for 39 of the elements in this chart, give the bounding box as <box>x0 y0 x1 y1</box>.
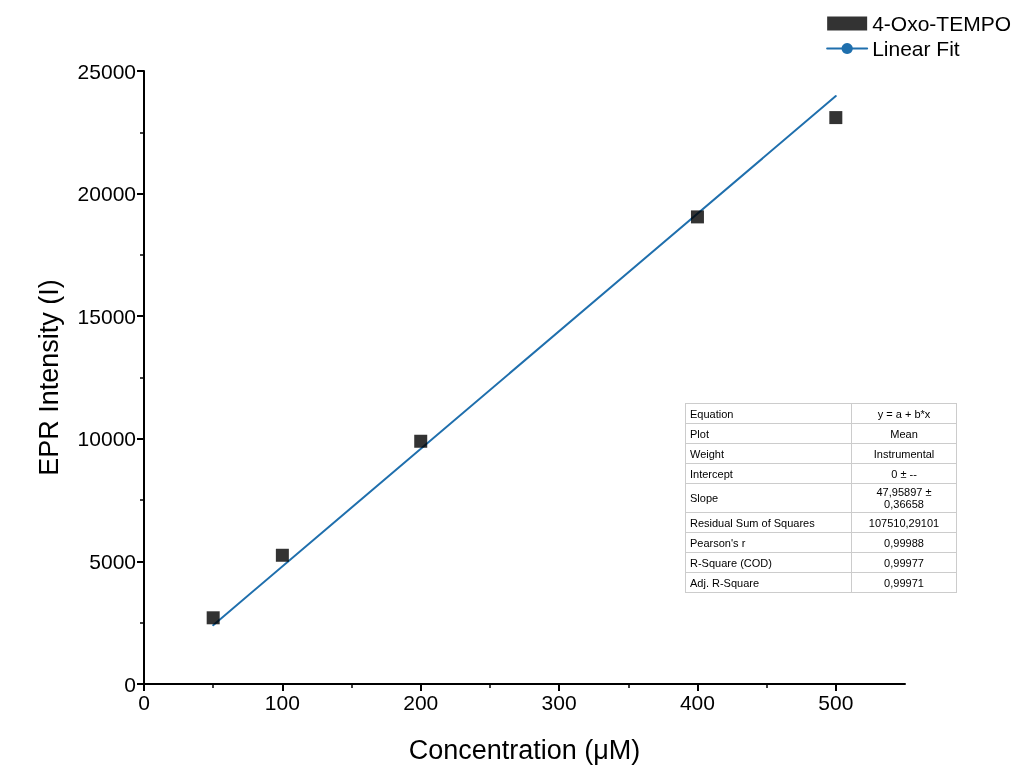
y-tick-label: 25000 <box>77 59 136 83</box>
annotation: Equation <box>685 403 852 424</box>
annotation: 0,99971 <box>851 572 957 593</box>
annotation: R-Square (COD) <box>685 552 852 573</box>
y-tick-label: 0 <box>124 672 136 696</box>
y-tick-label: 20000 <box>77 182 136 206</box>
annotation: 0,99988 <box>851 532 957 553</box>
x-axis-title: Concentration (μM) <box>408 734 641 765</box>
x-tick-label: 0 <box>138 691 150 714</box>
point <box>829 111 843 125</box>
point <box>206 611 220 625</box>
x-tick-label: 200 <box>403 691 439 714</box>
y-axis-title: EPR Intensity (I) <box>33 279 64 476</box>
annotation: Pearson's r <box>685 532 852 553</box>
annotation: Residual Sum of Squares <box>685 512 852 533</box>
legend-label: 4-Oxo-TEMPO <box>872 12 1012 35</box>
x-tick-label: 300 <box>541 691 577 714</box>
annotation: 107510,29101 <box>851 512 957 533</box>
y-tick-label: 5000 <box>89 549 136 573</box>
point <box>414 434 428 448</box>
annotation: 0 ± -- <box>851 463 957 484</box>
annotation: Instrumental <box>851 443 957 464</box>
point <box>690 210 704 224</box>
annotation: Adj. R-Square <box>685 572 852 593</box>
point <box>275 548 289 562</box>
y-tick-label: 15000 <box>77 304 136 328</box>
x-tick-label: 400 <box>679 691 715 714</box>
annotation: Slope <box>685 483 852 513</box>
x-tick-label: 100 <box>264 691 300 714</box>
annotation: Plot <box>685 423 852 444</box>
y-tick-label: 10000 <box>77 427 136 451</box>
legend-label: Linear Fit <box>872 37 960 60</box>
annotation: Weight <box>685 443 852 464</box>
annotation: 0,99977 <box>851 552 957 573</box>
annotation: Mean <box>851 423 957 444</box>
annotation: Intercept <box>685 463 852 484</box>
annotation: 47,95897 ± 0,36658 <box>851 483 957 513</box>
annotation: y = a + b*x <box>851 403 957 424</box>
x-tick-label: 500 <box>818 691 854 714</box>
